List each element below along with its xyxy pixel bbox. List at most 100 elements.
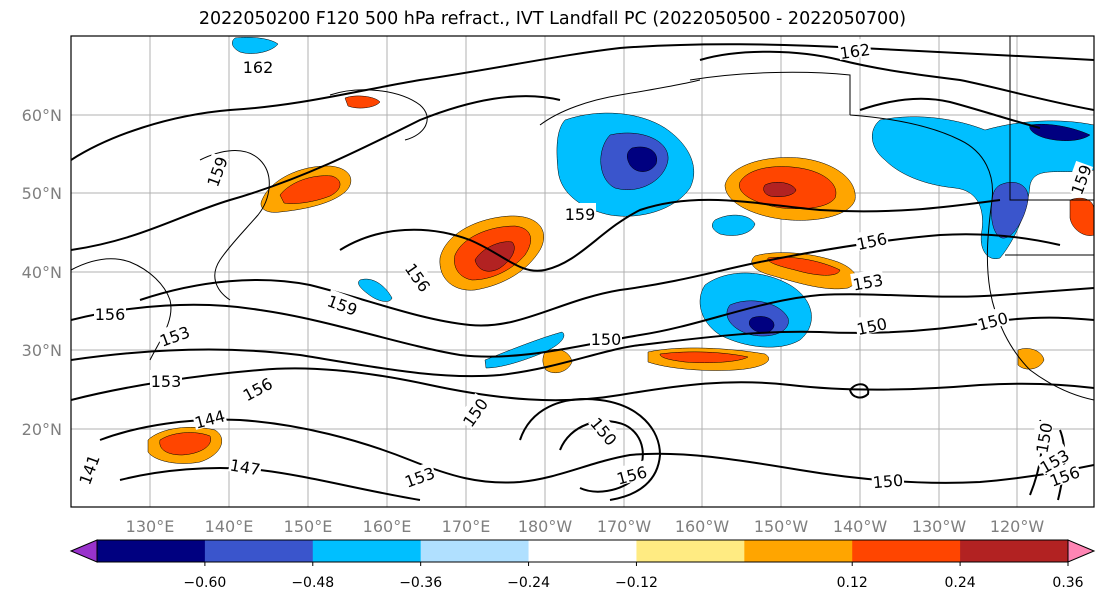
lat-tick-label: 40°N <box>22 263 62 282</box>
colorbar-segment <box>744 540 853 562</box>
colorbar-extend-high <box>1067 539 1096 563</box>
colorbar-segment <box>528 540 637 562</box>
ivt-shading <box>147 37 1094 464</box>
contour-label: 156 <box>94 303 126 324</box>
coastline <box>849 114 994 201</box>
lon-tick-label: 160°E <box>363 517 412 536</box>
colorbar-segment <box>97 540 206 562</box>
colorbar-tick-label: 0.24 <box>945 575 976 591</box>
colorbar-frame <box>96 539 1069 563</box>
coastline <box>199 150 270 301</box>
contour-line <box>71 367 1094 402</box>
contour-line <box>699 50 1094 111</box>
colorbar-extend-low <box>69 539 98 563</box>
contour-line <box>339 198 1001 272</box>
contour-label: 150 <box>590 328 622 349</box>
colorbar-tick-label: 0.12 <box>837 575 868 591</box>
shade-positive-145w-core <box>767 256 841 276</box>
contour-line <box>519 398 662 501</box>
colorbar-tick-label: −0.48 <box>291 575 334 591</box>
shade-positive-uswest <box>1069 197 1094 236</box>
coastline <box>539 79 701 126</box>
contour-label: 150 <box>853 311 889 339</box>
contour-label: 144 <box>191 404 227 433</box>
contour-label: 159 <box>564 203 596 224</box>
colorbar-tick-label: −0.60 <box>183 575 226 591</box>
border <box>1009 36 1094 201</box>
shade-negative-jet <box>484 331 565 369</box>
shade-negative-pnw <box>872 116 1094 260</box>
lon-tick-label: 130°W <box>912 517 967 536</box>
contour-label: 153 <box>150 370 182 391</box>
contour-line <box>859 97 1041 129</box>
lon-tick-label: 160°W <box>675 517 730 536</box>
contour-line <box>71 316 1094 378</box>
shade-positive-japan-core <box>279 175 341 204</box>
lat-tick-label: 50°N <box>22 184 62 203</box>
contour-line <box>71 95 561 251</box>
lon-tick-label: 170°W <box>597 517 652 536</box>
colorbar-segment <box>960 540 1069 562</box>
contour-line <box>848 383 870 399</box>
shade-negative-pnw-deep <box>1029 124 1091 141</box>
colorbar-tick-label: −0.12 <box>615 575 658 591</box>
lat-tick-labels: 60°N 50°N 40°N 30°N 20°N <box>22 106 62 439</box>
svg-text:162: 162 <box>838 40 871 63</box>
colorbar-segment <box>420 540 530 562</box>
shade-negative-pnw-core <box>991 182 1029 239</box>
colorbar-tick-label: 0.36 <box>1052 575 1083 591</box>
contour-line <box>71 43 1094 161</box>
svg-text:150: 150 <box>591 330 622 349</box>
shade-positive-sw-core <box>159 432 211 456</box>
lon-tick-labels: 130°E 140°E 150°E 160°E 170°E 180°W 170°W 160°W… <box>126 517 1045 536</box>
coastline <box>689 71 851 115</box>
lat-tick-label: 30°N <box>22 341 62 360</box>
colorbar-tick-label: −0.24 <box>507 575 550 591</box>
svg-text:162: 162 <box>243 58 274 77</box>
shade-positive-goa-deep <box>763 182 797 197</box>
shade-negative-blob-3 <box>232 37 279 54</box>
colorbar-segment <box>636 540 745 562</box>
colorbar-segment <box>312 540 422 562</box>
lon-tick-label: 150°E <box>284 517 333 536</box>
colorbar <box>69 539 1096 563</box>
shade-positive-160w-core <box>659 351 749 364</box>
map-frame <box>70 35 1095 508</box>
lon-tick-label: 130°E <box>126 517 175 536</box>
lon-tick-label: 120°W <box>990 517 1045 536</box>
colorbar-segment <box>852 540 961 562</box>
svg-text:150: 150 <box>872 471 904 493</box>
shade-positive-kam <box>344 95 381 109</box>
shade-negative-blob-2 <box>358 278 393 302</box>
colorbar-tick-labels: −0.60−0.48−0.36−0.24−0.120.120.240.360.4… <box>183 562 1084 591</box>
contour-label: 162 <box>837 37 872 63</box>
contour-line <box>559 420 644 493</box>
lon-tick-label: 150°W <box>754 517 809 536</box>
coastlines <box>71 36 1094 401</box>
lat-tick-label: 20°N <box>22 420 62 439</box>
lon-tick-label: 180°W <box>518 517 573 536</box>
map-title: 2022050200 F120 500 hPa refract., IVT La… <box>198 9 907 29</box>
lat-tick-label: 60°N <box>22 106 62 125</box>
contour-label: 147 <box>228 453 263 480</box>
contour-label: 150 <box>871 468 905 493</box>
lon-tick-label: 140°W <box>833 517 888 536</box>
svg-text:156: 156 <box>95 305 126 324</box>
coastline <box>329 89 428 141</box>
contour-line <box>139 233 1061 327</box>
contour-line <box>99 418 1094 484</box>
colorbar-segment <box>204 540 314 562</box>
contour-label: 156 <box>853 226 889 254</box>
lon-tick-label: 170°E <box>442 517 491 536</box>
shade-negative-alaska-deep <box>627 146 658 172</box>
shade-negative-blob-1 <box>712 214 756 236</box>
shade-positive-central-core <box>474 241 515 272</box>
coastline <box>986 199 1094 401</box>
colorbar-tick-label: −0.36 <box>399 575 442 591</box>
contour-label: 162 <box>242 56 274 77</box>
lon-tick-label: 140°E <box>205 517 254 536</box>
svg-text:159: 159 <box>565 205 596 224</box>
svg-text:153: 153 <box>151 372 182 391</box>
